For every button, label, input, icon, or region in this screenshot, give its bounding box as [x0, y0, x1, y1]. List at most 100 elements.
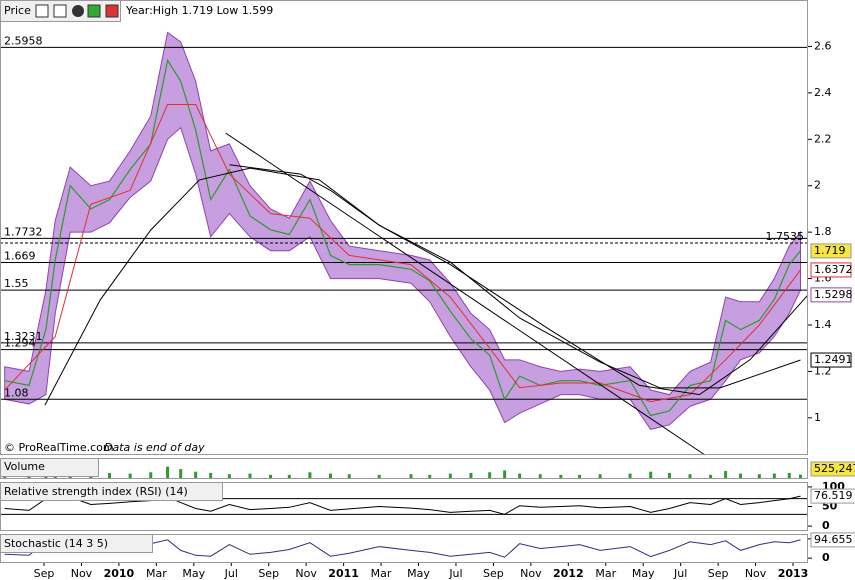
volume-bar — [377, 474, 381, 478]
x-tick-label: Nov — [295, 567, 317, 580]
data-note: Data is end of day — [104, 441, 205, 454]
volume-bar — [688, 474, 692, 478]
rsi-header — [0, 482, 223, 501]
volume-bar — [538, 474, 542, 478]
price-line — [229, 164, 809, 396]
up-icon[interactable] — [87, 4, 101, 18]
level-label: 2.5958 — [4, 34, 43, 47]
price-subtitle: Year:High 1.719 Low 1.599 — [125, 4, 273, 17]
level-label: 1.08 — [4, 386, 29, 399]
x-tick-label: Sep — [34, 567, 55, 580]
x-tick-label: May — [407, 567, 430, 580]
volume-bar — [166, 466, 170, 478]
rsi-title: Relative strength index (RSI) (14) — [4, 485, 188, 498]
price-title: Price — [4, 4, 31, 17]
stochastic-header — [0, 534, 153, 553]
volume-bar — [578, 474, 582, 478]
dashed-level-label: 1.7535 — [766, 230, 805, 243]
volume-bar — [724, 471, 728, 478]
last-value-label: 1.6372 — [814, 263, 853, 276]
copyright: © ProRealTime.com — [4, 441, 114, 454]
x-tick-label: May — [632, 567, 655, 580]
x-tick-label: Nov — [71, 567, 93, 580]
x-tick-label: May — [182, 567, 205, 580]
y-tick-label: 0 — [822, 551, 830, 564]
x-tick-label: 2013 — [778, 567, 809, 580]
volume-bar — [128, 473, 132, 478]
last-value-box — [810, 352, 852, 368]
window-icon[interactable] — [53, 4, 67, 18]
y-tick-label: 2.6 — [814, 39, 832, 52]
volume-bar — [428, 474, 432, 478]
x-tick-label: Mar — [371, 567, 392, 580]
y-tick-label: 0 — [822, 519, 830, 532]
close-icon[interactable] — [72, 5, 84, 17]
x-tick-label: Nov — [745, 567, 767, 580]
last-value-label: 76.519 — [814, 489, 853, 502]
level-label: 1.55 — [4, 277, 29, 290]
last-value-label: 1.5298 — [814, 288, 853, 301]
y-tick-label: 1.4 — [814, 318, 832, 331]
volume-bar — [518, 473, 522, 478]
y-tick-label: 1.2 — [814, 364, 832, 377]
x-tick-label: 2012 — [553, 567, 584, 580]
settings-icon[interactable] — [35, 4, 49, 18]
volume-bar — [559, 474, 563, 478]
volume-bar — [469, 472, 473, 478]
x-tick-label: Mar — [595, 567, 616, 580]
last-value-label: 1.2491 — [814, 353, 853, 366]
last-value-box — [810, 488, 855, 504]
level-label: 1.7732 — [4, 225, 43, 238]
volume-bar — [409, 474, 413, 478]
y-tick-label: 2.2 — [814, 132, 832, 145]
y-tick-label: 1.8 — [814, 225, 832, 238]
volume-bar — [649, 471, 653, 478]
volume-bar — [448, 473, 452, 478]
last-value-box — [810, 532, 855, 548]
volume-bar — [209, 472, 213, 478]
y-tick-label: 1 — [814, 411, 821, 424]
volume-bar — [347, 474, 351, 478]
last-value-label: 1.719 — [814, 244, 846, 257]
last-value-label: 525,247 — [814, 462, 855, 475]
volume-bar — [799, 474, 803, 478]
volume-bar — [227, 474, 231, 478]
stochastic-title: Stochastic (14 3 5) — [4, 537, 108, 550]
x-tick-label: Jul — [673, 567, 687, 580]
volume-bar — [194, 471, 198, 478]
x-tick-label: Nov — [520, 567, 542, 580]
volume-bar — [628, 473, 632, 478]
volume-header — [0, 458, 99, 477]
y-tick-label: 2.4 — [814, 86, 832, 99]
volume-bar — [709, 474, 713, 478]
volume-bar — [248, 473, 252, 478]
last-value-box — [810, 262, 852, 278]
x-tick-label: Sep — [258, 567, 279, 580]
level-label: 1.3231 — [4, 330, 43, 343]
volume-bar — [287, 474, 291, 478]
level-label: 1.669 — [4, 250, 36, 263]
volume-bar — [179, 469, 183, 478]
price-line — [4, 58, 801, 417]
volume-bar — [269, 474, 273, 478]
x-tick-label: 2010 — [104, 567, 135, 580]
x-tick-label: Sep — [483, 567, 504, 580]
volume-bar — [503, 470, 507, 478]
x-tick-label: Mar — [146, 567, 167, 580]
price-panel — [0, 0, 808, 455]
last-value-label: 94.655 — [814, 533, 853, 546]
volume-bar — [598, 474, 602, 478]
volume-bar — [757, 474, 761, 478]
down-icon[interactable] — [105, 4, 119, 18]
volume-bar — [787, 472, 791, 478]
price-line — [225, 132, 706, 456]
indicator-line — [4, 495, 801, 515]
volume-bar — [308, 472, 312, 478]
last-value-box — [810, 287, 852, 303]
price-line — [4, 104, 801, 403]
x-tick-label: Jul — [224, 567, 238, 580]
x-tick-label: 2011 — [328, 567, 359, 580]
volume-title: Volume — [4, 460, 45, 473]
